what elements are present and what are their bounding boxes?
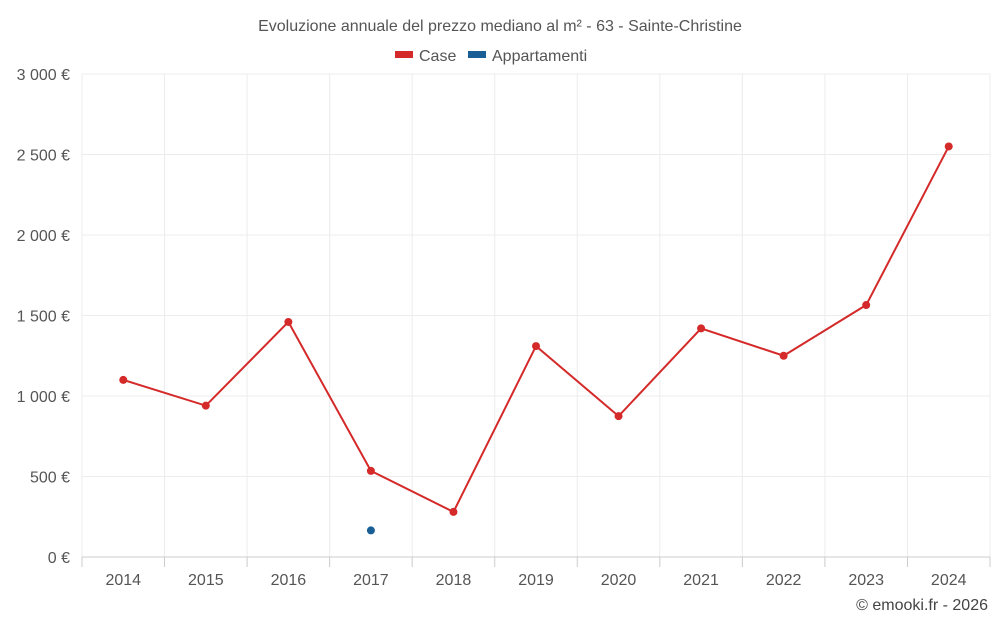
x-tick-label: 2019 [518, 572, 554, 589]
data-point-case-2014[interactable] [119, 375, 128, 384]
x-tick-label: 2024 [931, 572, 967, 589]
data-point-case-2016[interactable] [284, 317, 293, 326]
y-tick-label: 2 000 € [17, 228, 70, 245]
x-tick-label: 2016 [271, 572, 307, 589]
axis-layer: 0 € 500 € 1 000 € 1 500 € 2 000 € 2 500 € 3 00… [17, 67, 991, 589]
x-tick-label: 2023 [848, 572, 884, 589]
x-tick-label: 2022 [766, 572, 802, 589]
series-layer [119, 142, 953, 535]
data-point-case-2021[interactable] [697, 324, 706, 333]
y-tick-label: 500 € [30, 470, 70, 487]
legend-label-case[interactable]: Case [419, 48, 456, 65]
x-tick-label: 2018 [436, 572, 472, 589]
data-point-appartamenti-2017[interactable] [366, 526, 375, 535]
y-tick-label: 2 500 € [17, 148, 70, 165]
data-point-case-2018[interactable] [449, 507, 458, 516]
grid-layer [81, 73, 991, 557]
y-tick-label: 0 € [48, 550, 70, 567]
credit-text: © emooki.fr - 2026 [856, 597, 988, 614]
x-tick-label: 2017 [353, 572, 389, 589]
y-tick-label: 1 500 € [17, 309, 70, 326]
legend-label-appartamenti[interactable]: Appartamenti [492, 48, 587, 65]
data-point-case-2022[interactable] [779, 351, 788, 360]
data-point-case-2023[interactable] [862, 301, 871, 310]
data-point-case-2015[interactable] [201, 401, 210, 410]
x-tick-label: 2015 [188, 572, 224, 589]
legend-swatch-case [395, 51, 413, 58]
data-point-case-2017[interactable] [366, 466, 375, 475]
legend: Case Appartamenti [395, 48, 587, 65]
y-tick-label: 3 000 € [17, 67, 70, 84]
data-point-case-2019[interactable] [532, 342, 540, 351]
data-point-case-2020[interactable] [614, 412, 623, 421]
x-tick-label: 2014 [105, 572, 141, 589]
data-point-case-2024[interactable] [944, 142, 953, 151]
x-tick-label: 2020 [601, 572, 637, 589]
chart-title: Evoluzione annuale del prezzo mediano al… [258, 18, 742, 35]
x-tick-label: 2021 [683, 572, 719, 589]
y-tick-label: 1 000 € [17, 389, 70, 406]
legend-swatch-appartamenti [468, 51, 486, 58]
